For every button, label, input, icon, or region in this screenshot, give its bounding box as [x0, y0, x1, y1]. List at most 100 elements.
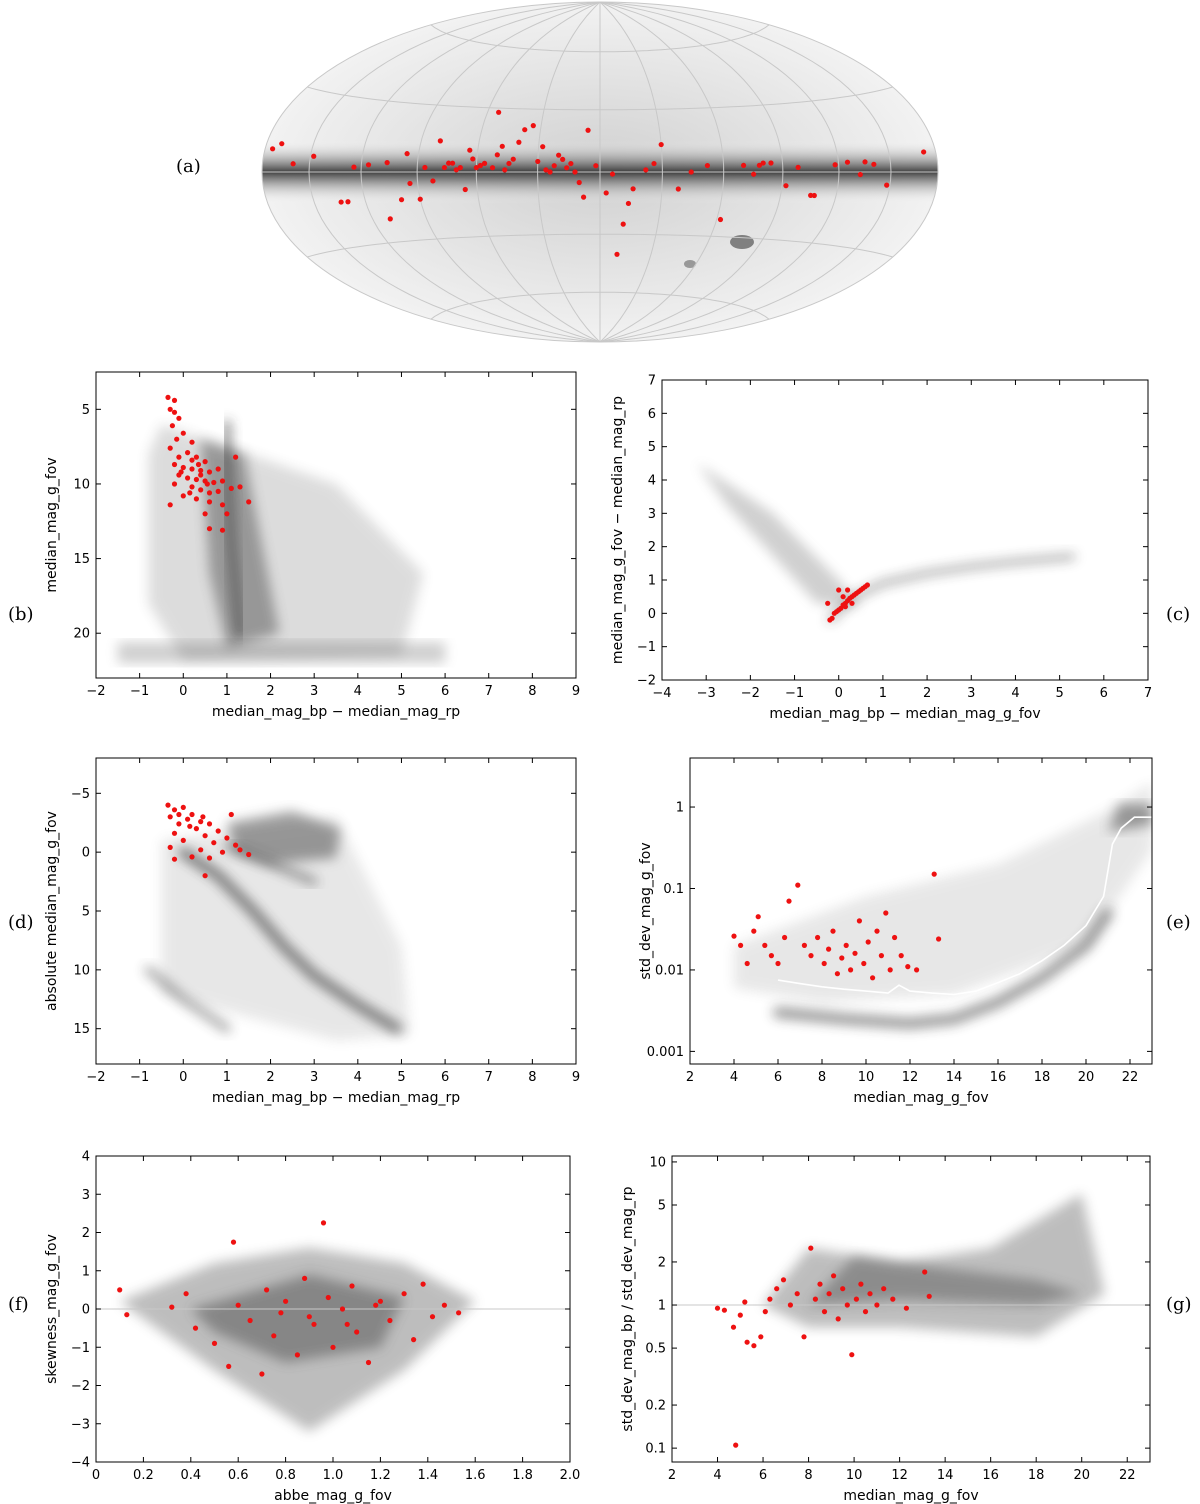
- data-point: [836, 587, 842, 593]
- y-tick-label: 1: [658, 1299, 666, 1314]
- data-point: [730, 1324, 737, 1330]
- data-point: [311, 1321, 317, 1327]
- x-tick-label: 5: [397, 1070, 405, 1085]
- data-point: [306, 1314, 312, 1320]
- data-point: [861, 960, 867, 967]
- plot-b: −2 −1 0 1 2 3 4 5 6 7 8 9 5 10 15 20 median_mag_bp − med…: [44, 371, 580, 720]
- data-point: [165, 802, 171, 808]
- sky-point: [560, 156, 566, 162]
- sky-point: [603, 190, 609, 196]
- data-point: [373, 1302, 379, 1308]
- data-point: [801, 1334, 807, 1340]
- data-point: [887, 967, 893, 973]
- x-tick-label: 8: [818, 1070, 826, 1085]
- y-tick-label: −1: [71, 1341, 90, 1356]
- data-point: [742, 1299, 748, 1305]
- y-axis-label: median_mag_g_fov: [44, 457, 60, 592]
- data-point: [825, 600, 831, 606]
- sky-point: [547, 169, 553, 175]
- x-tick-label: 5: [397, 684, 405, 699]
- data-point: [206, 490, 213, 496]
- sky-point: [593, 163, 599, 169]
- sky-point: [620, 221, 626, 227]
- sky-point: [510, 156, 516, 162]
- data-point: [124, 1312, 130, 1318]
- data-point: [774, 1286, 780, 1292]
- y-tick-label: −2: [71, 1379, 90, 1394]
- x-tick-label: 1.6: [465, 1468, 486, 1483]
- data-point: [839, 955, 845, 961]
- sky-point: [675, 186, 681, 192]
- data-point: [198, 819, 204, 825]
- x-tick-label: 1: [223, 684, 231, 699]
- sky-point: [717, 216, 724, 223]
- data-point: [738, 942, 744, 949]
- data-point: [826, 1291, 832, 1297]
- density-ridge: [773, 908, 1113, 1029]
- panel-label-a: (a): [176, 156, 201, 177]
- data-point: [224, 835, 230, 841]
- y-tick-label: 10: [649, 1155, 666, 1170]
- plot-c: −4 −3 −2 −1 0 1 2 3 4 5 6 7 −2 −1 0 1 2 3 4 5 6 7 median_mag_b…: [610, 374, 1152, 723]
- data-point: [864, 582, 871, 588]
- sky-point: [516, 139, 522, 145]
- data-point: [167, 445, 173, 451]
- y-tick-label: 2: [648, 540, 656, 555]
- y-tick-label: 5: [82, 403, 90, 418]
- panel-a: (a): [176, 1, 939, 343]
- sky-point: [884, 182, 890, 188]
- data-point: [185, 450, 191, 456]
- data-point: [429, 1314, 436, 1320]
- data-point: [171, 461, 178, 468]
- sky-point: [795, 164, 801, 170]
- data-point: [264, 1287, 270, 1293]
- data-point: [206, 499, 213, 505]
- data-point: [903, 1305, 910, 1311]
- data-point: [228, 485, 234, 491]
- x-tick-label: 12: [902, 1070, 919, 1085]
- data-point: [878, 953, 885, 959]
- sky-point: [643, 167, 649, 173]
- density-ridge: [144, 965, 231, 1033]
- data-point: [189, 811, 195, 818]
- x-tick-label: 2: [923, 686, 931, 701]
- x-tick-label: 5: [1055, 686, 1063, 701]
- data-point: [862, 1309, 869, 1315]
- data-point: [801, 942, 808, 949]
- y-tick-label: −3: [71, 1417, 90, 1432]
- data-point: [755, 914, 761, 920]
- x-tick-label: 22: [1122, 1070, 1139, 1085]
- highlight-points: [825, 582, 871, 623]
- y-tick-label: 5: [648, 440, 656, 455]
- sky-outline: [261, 1, 939, 343]
- data-point: [874, 1302, 880, 1308]
- data-point: [219, 527, 226, 533]
- x-tick-label: 0: [179, 684, 187, 699]
- highlight-points: [714, 1245, 932, 1448]
- x-tick-label: 1.8: [512, 1468, 533, 1483]
- x-tick-label: 12: [891, 1468, 908, 1483]
- x-tick-label: 20: [1078, 1070, 1095, 1085]
- data-point: [167, 844, 173, 851]
- data-point: [744, 960, 750, 967]
- median-curve: [777, 816, 1152, 996]
- sky-point: [625, 200, 632, 207]
- data-point: [762, 1309, 768, 1315]
- panel-label-b: (b): [8, 604, 34, 625]
- sky-point: [688, 169, 694, 175]
- data-point: [858, 1281, 864, 1287]
- sky-point: [446, 160, 452, 166]
- data-point: [219, 849, 226, 855]
- x-tick-label: −2: [86, 684, 105, 699]
- x-tick-label: 18: [1028, 1468, 1045, 1483]
- data-point: [180, 430, 186, 436]
- x-tick-label: −1: [130, 684, 149, 699]
- y-tick-label: 0.1: [645, 1442, 666, 1457]
- x-axis-label: median_mag_g_fov: [843, 1488, 978, 1504]
- x-tick-label: 8: [528, 684, 536, 699]
- y-tick-label: 5: [82, 905, 90, 920]
- data-point: [831, 1273, 837, 1279]
- data-point: [870, 975, 876, 981]
- data-point: [176, 454, 182, 460]
- data-point: [202, 833, 208, 839]
